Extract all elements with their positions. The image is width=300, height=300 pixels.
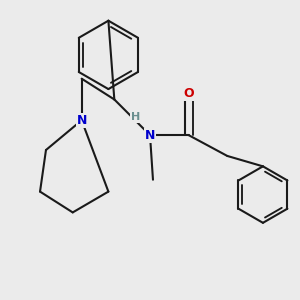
Text: N: N: [76, 114, 87, 127]
Text: H: H: [130, 112, 140, 122]
Text: O: O: [183, 87, 194, 100]
Text: N: N: [145, 129, 155, 142]
